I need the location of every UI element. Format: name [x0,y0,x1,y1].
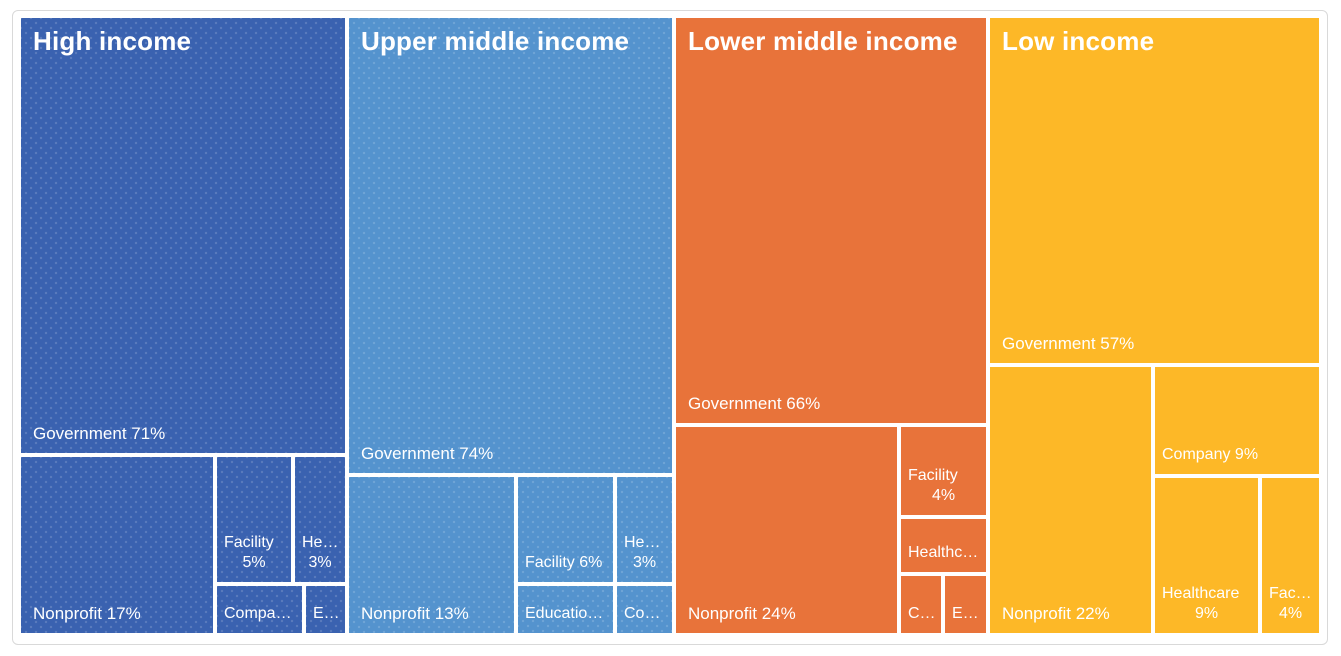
treemap-cell-low-company: Company 9% [1155,367,1319,474]
cell-label: C… [908,605,936,622]
treemap-cell-lowermid-education: E… [945,576,986,633]
cell-label-line1: Facility [224,533,274,551]
cell-label-line2: 3% [308,554,332,572]
treemap-cell-high-facility: Facility 5% [217,457,291,582]
cell-label: Government 57% [1002,333,1135,353]
cell-label: Nonprofit 13% [361,603,469,623]
treemap-cell-high-healthcare: He… 3% [295,457,345,582]
treemap-cell-uppermid-company: Co… [617,586,672,633]
treemap-cell-lowermid-government: Lower middle income Government 66% [676,18,986,423]
cell-label: Government 66% [688,393,821,413]
cell-label: Government 71% [33,423,166,443]
cell-label: Facility 6% [525,554,603,571]
cell-label: Nonprofit 22% [1002,603,1110,623]
cell-label-line2: 3% [632,554,657,572]
treemap-cell-high-nonprofit: Nonprofit 17% [21,457,213,633]
treemap-cell-low-government: Low income Government 57% [990,18,1319,363]
treemap-cell-lowermid-facility: Facility 4% [901,427,986,515]
treemap-cell-lowermid-nonprofit: Nonprofit 24% [676,427,897,633]
treemap-cell-high-government: High income Government 71% [21,18,345,453]
treemap-cell-low-facility: Fac… 4% [1262,478,1319,633]
cell-label-line1: Facility [908,466,958,484]
cell-label-line2: 4% [1278,605,1303,623]
cell-label: Co… [624,605,661,622]
treemap-cell-uppermid-facility: Facility 6% [518,477,613,582]
treemap-cell-uppermid-government: Upper middle income Government 74% [349,18,672,473]
group-header-upper-middle-income: Upper middle income [361,26,630,56]
cell-label: Government 74% [361,443,494,463]
group-header-high-income: High income [33,26,192,56]
cell-label-line1: He… [302,533,339,551]
cell-label: E… [313,605,340,622]
group-header-low-income: Low income [1002,26,1155,56]
cell-label: Healthc… [908,544,979,561]
group-header-lower-middle-income: Lower middle income [688,26,958,56]
cell-label: Nonprofit 17% [33,603,141,623]
cell-label-line1: Healthcare [1162,584,1240,602]
cell-label: Company 9% [1162,446,1259,463]
cell-label-line2: 4% [931,487,956,505]
treemap-cell-low-nonprofit: Nonprofit 22% [990,367,1151,633]
treemap-cell-lowermid-company: C… [901,576,941,633]
cell-label-line2: 5% [242,554,266,572]
cell-label-line1: Fac… [1269,584,1312,602]
treemap-cell-low-healthcare: Healthcare 9% [1155,478,1258,633]
treemap-cell-uppermid-nonprofit: Nonprofit 13% [349,477,514,633]
treemap-cell-high-company: Compa… [217,586,302,633]
treemap-cell-uppermid-education: Educatio… [518,586,613,633]
cell-label: Compa… [224,605,292,622]
treemap-cell-uppermid-healthcare: He… 3% [617,477,672,582]
cell-label-line2: 9% [1194,605,1219,623]
cell-label: Educatio… [525,605,604,622]
cell-label-line1: He… [624,533,661,551]
treemap-cell-lowermid-healthcare: Healthc… [901,519,986,572]
cell-label: Nonprofit 24% [688,603,796,623]
cell-label: E… [952,605,979,622]
treemap-cell-high-education: E… [306,586,345,633]
